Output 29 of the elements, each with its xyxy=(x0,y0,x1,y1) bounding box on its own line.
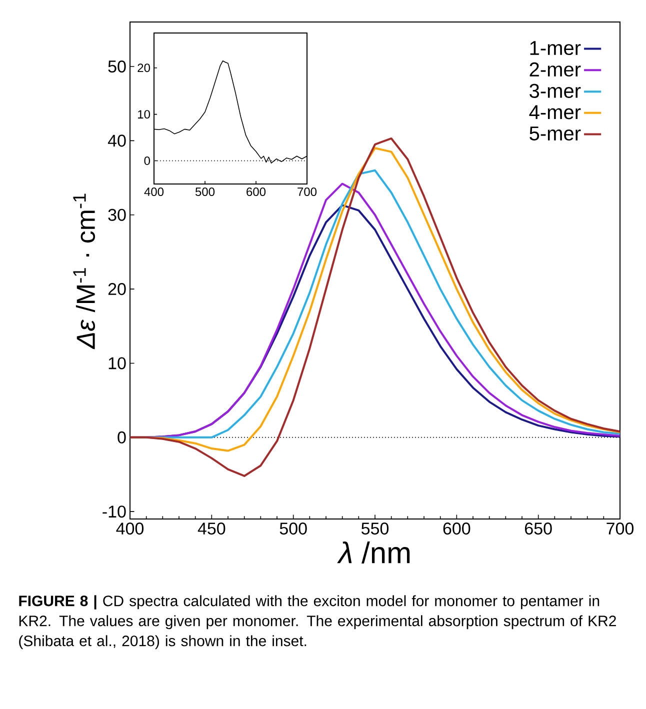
legend-label: 1-mer xyxy=(530,41,581,56)
text: FIGURE 8 | CD spectra calculated with the exciton model for monomer to pentamer in KR2. The values are given per monomer. The experimental absorption spectrum of KR2 (Shibata et al., 2018) is shown in the inset. xyxy=(19,595,616,650)
y-tick-label: 20 xyxy=(108,283,126,296)
y-tick-label: 50 xyxy=(108,60,126,73)
x-tick-label: 700 xyxy=(606,522,634,535)
y-tick-label: 10 xyxy=(138,110,150,119)
x-axis-title: λ /nm xyxy=(337,541,410,564)
legend-label: 4-mer xyxy=(529,105,581,120)
y-tick-label: -10 xyxy=(102,506,126,518)
y-tick-label: 30 xyxy=(108,208,126,221)
y-tick-label: 20 xyxy=(138,64,150,72)
y-tick-label: 40 xyxy=(108,134,126,147)
x-tick-label: 400 xyxy=(144,188,164,196)
y-axis-title: Δε /M$^{-1}$ · cm$^{-1}$ xyxy=(73,194,96,350)
x-tick-label: 500 xyxy=(280,522,307,535)
x-tick-label: 550 xyxy=(361,522,389,535)
legend-label: 3-mer xyxy=(530,84,581,98)
x-tick-label: 450 xyxy=(198,522,226,535)
y-tick-label: 10 xyxy=(108,357,126,370)
x-tick-label: 700 xyxy=(298,188,317,196)
x-tick-label: 600 xyxy=(443,522,470,535)
legend-label: 2-mer xyxy=(530,62,581,77)
x-tick-label: 650 xyxy=(525,522,552,535)
y-tick-label: 0 xyxy=(144,156,150,166)
x-tick-label: 400 xyxy=(116,522,144,535)
legend-label: 5-mer xyxy=(530,126,581,141)
x-tick-label: 500 xyxy=(195,188,215,196)
x-tick-label: 600 xyxy=(246,188,266,196)
y-tick-label: 0 xyxy=(118,431,126,444)
